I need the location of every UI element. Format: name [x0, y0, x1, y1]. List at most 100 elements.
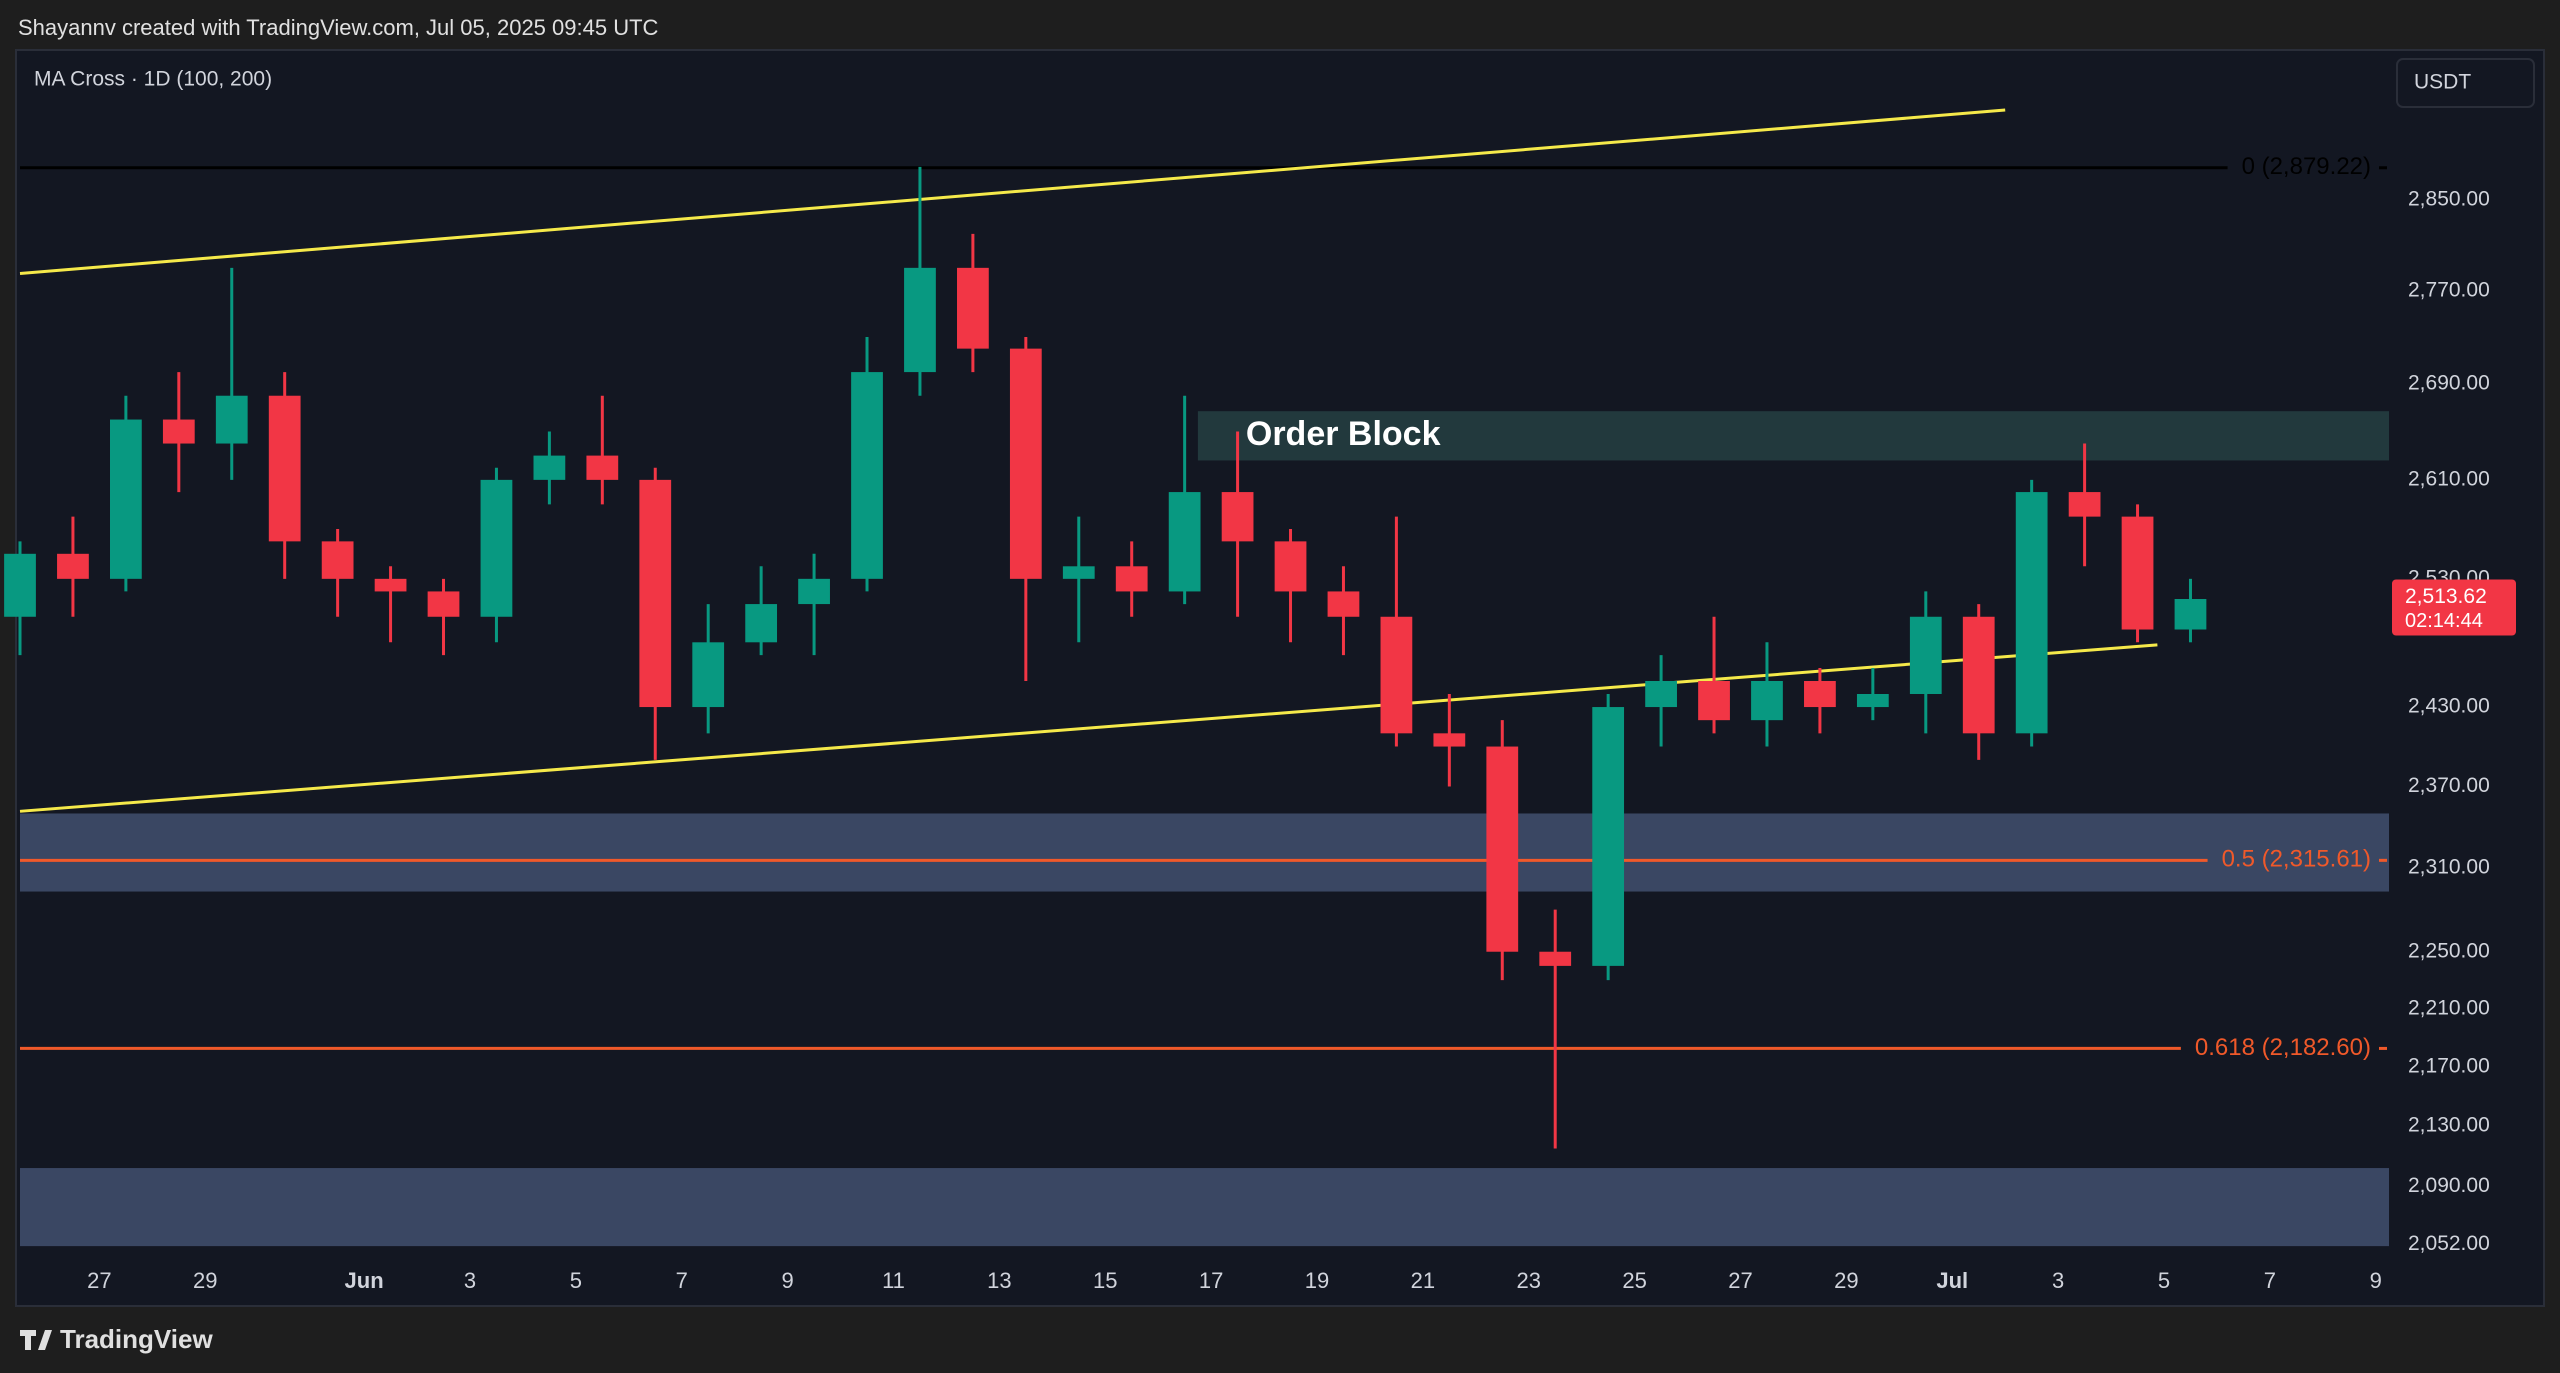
candle-body: [1327, 591, 1360, 617]
candle-body: [639, 479, 672, 708]
brand: TradingView: [60, 1324, 213, 1354]
y-tick-label: 2,052.00: [2408, 1232, 2490, 1255]
x-tick-label: 9: [2370, 1268, 2382, 1293]
price-tag: [2392, 579, 2516, 636]
x-tick-label: 9: [781, 1268, 793, 1293]
price-tag-countdown: 02:14:44: [2405, 610, 2483, 632]
y-tick-label: 2,250.00: [2408, 939, 2490, 962]
y-tick-label: 2,610.00: [2408, 467, 2490, 490]
y-tick-label: 2,770.00: [2408, 278, 2490, 301]
candle-body: [1962, 616, 1995, 734]
x-tick-label: 5: [570, 1268, 582, 1293]
x-tick-label: 21: [1411, 1268, 1435, 1293]
candle-body: [1751, 680, 1783, 721]
x-tick-label: 25: [1622, 1268, 1646, 1293]
candle-body: [533, 455, 566, 480]
x-tick-label: 7: [676, 1268, 688, 1293]
candle-body: [2068, 492, 2101, 517]
x-tick-label: 17: [1199, 1268, 1223, 1293]
zone: [1197, 411, 2389, 461]
candle-body: [2121, 516, 2154, 630]
x-tick-label: 7: [2264, 1268, 2276, 1293]
candle-body: [480, 479, 513, 617]
candle-body: [162, 419, 195, 444]
currency[interactable]: USDT: [2414, 71, 2471, 94]
legend: MA Cross · 1D (100, 200): [34, 68, 272, 91]
candle-body: [4, 553, 36, 617]
candle-body: [1115, 566, 1148, 592]
candle-body: [1486, 746, 1519, 952]
candle-body: [215, 395, 248, 444]
y-tick-label: 2,210.00: [2408, 996, 2490, 1019]
candle-body: [904, 267, 936, 373]
fib-label: 0 (2,879.22): [2242, 153, 2371, 180]
y-tick-label: 2,690.00: [2408, 371, 2490, 394]
chart-frame: [15, 49, 2545, 1307]
candle-body: [1380, 616, 1413, 734]
candle-body: [1592, 707, 1625, 966]
candle-body: [268, 395, 301, 542]
x-tick-label: Jul: [1936, 1268, 1968, 1293]
x-tick-label: 29: [1834, 1268, 1858, 1293]
x-tick-label: 3: [464, 1268, 476, 1293]
fib-label: 0.5 (2,315.61): [2222, 846, 2371, 873]
y-tick-label: 2,170.00: [2408, 1054, 2490, 1077]
candle-body: [374, 578, 407, 592]
x-tick-label: Jun: [345, 1268, 384, 1293]
y-tick-label: 2,430.00: [2408, 695, 2490, 718]
candle-body: [1274, 541, 1307, 592]
candle-body: [1856, 693, 1889, 708]
x-tick-label: 11: [882, 1268, 905, 1293]
candle-body: [957, 267, 989, 349]
x-tick-label: 3: [2052, 1268, 2064, 1293]
plot: Order Block 0 (2,879.22) 0.5 (2,315.61) 0.6…: [4, 108, 2516, 1293]
zone-label: Order Block: [1246, 415, 1441, 453]
candle-body: [851, 372, 883, 579]
x-tick-label: 23: [1517, 1268, 1541, 1293]
x-tick-label: 29: [193, 1268, 217, 1293]
x-tick-label: 13: [987, 1268, 1011, 1293]
y-tick-label: 2,130.00: [2408, 1114, 2490, 1137]
y-tick-label: 2,370.00: [2408, 774, 2490, 797]
x-tick-label: 5: [2158, 1268, 2170, 1293]
currency-button[interactable]: [2396, 58, 2535, 108]
candle-body: [1698, 680, 1730, 721]
candle-body: [321, 541, 354, 579]
candle-body: [798, 578, 830, 605]
trendline: [19, 643, 2158, 813]
candle-body: [1909, 616, 1942, 694]
y-tick-label: 2,090.00: [2408, 1174, 2490, 1197]
zone: [20, 813, 2389, 892]
candle-body: [1539, 951, 1572, 966]
candle-body: [1645, 680, 1677, 708]
price-tag-value: 2,513.62: [2405, 585, 2487, 608]
candle-body: [427, 591, 460, 617]
logo-icon: [20, 1330, 52, 1350]
candle-body: [745, 604, 778, 643]
candle-body: [1168, 492, 1201, 592]
zone: [20, 1168, 2389, 1247]
candle-body: [1009, 348, 1042, 579]
candle-body: [586, 455, 619, 480]
candle-body: [109, 419, 142, 579]
brand-logo: TradingView: [20, 1324, 213, 1354]
candle-body: [1433, 733, 1466, 747]
fib-label: 0.618 (2,182.60): [2195, 1034, 2371, 1061]
candle-body: [692, 642, 725, 708]
y-tick-label: 2,310.00: [2408, 856, 2490, 879]
candle-body: [2174, 599, 2207, 630]
x-tick-label: 27: [1728, 1268, 1752, 1293]
y-tick-label: 2,850.00: [2408, 188, 2490, 211]
candle-body: [57, 553, 89, 579]
credit: Shayannv created with TradingView.com, J…: [18, 15, 659, 40]
candle-body: [2015, 492, 2048, 734]
x-tick-label: 15: [1093, 1268, 1117, 1293]
x-tick-label: 19: [1305, 1268, 1329, 1293]
candle-body: [1062, 566, 1095, 579]
trendline: [19, 108, 2006, 276]
candle-body: [1804, 680, 1836, 708]
x-tick-label: 27: [87, 1268, 111, 1293]
candle-body: [1221, 492, 1254, 542]
